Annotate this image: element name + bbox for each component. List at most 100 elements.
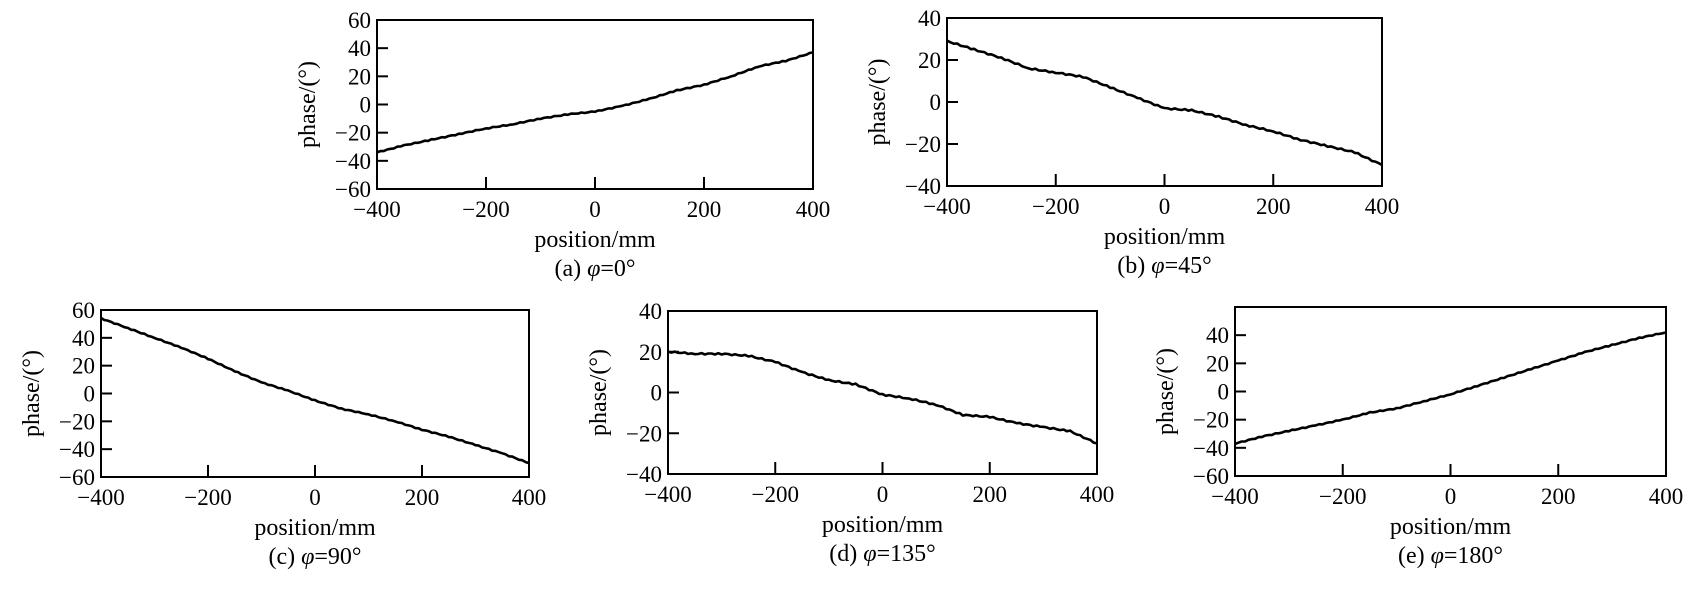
x-tick-label: 400: [512, 485, 547, 510]
subplot-b: −400 −200 0 200 400−40−2002040position/mmpha…: [865, 6, 1399, 279]
y-tick-label: −40: [626, 462, 662, 487]
x-axis-label: position/mm: [822, 512, 944, 538]
caption-label: (d): [829, 541, 863, 567]
y-tick-label: 20: [918, 48, 941, 73]
y-tick-label: −40: [335, 149, 371, 174]
y-tick-label: 0: [1218, 380, 1230, 405]
x-tick-label: −200: [184, 485, 231, 510]
phase-series-line: [946, 39, 1383, 167]
caption-phi-symbol: φ: [587, 256, 600, 282]
y-tick-label: 0: [930, 90, 942, 115]
x-axis-label: position/mm: [1104, 224, 1226, 250]
y-tick-label: 40: [1206, 323, 1229, 348]
plot-frame: [376, 19, 814, 190]
x-tick-label: −200: [462, 197, 509, 222]
x-tick-label: −200: [1032, 194, 1079, 219]
plot-frame: [946, 17, 1383, 187]
x-tick-label: 400: [1649, 484, 1684, 509]
x-tick-label: 0: [589, 197, 601, 222]
y-tick-label: −20: [626, 421, 662, 446]
y-tick-label: −20: [1193, 408, 1229, 433]
x-axis-label: position/mm: [1390, 514, 1512, 540]
y-tick-label: 20: [639, 340, 662, 365]
y-tick-label: 40: [348, 36, 371, 61]
caption-angle: =90°: [314, 544, 361, 570]
x-tick-label: −400: [1211, 484, 1258, 509]
y-tick-label: −40: [1193, 436, 1229, 461]
y-tick-label: 40: [72, 326, 95, 351]
x-tick-label: −400: [923, 194, 970, 219]
y-tick-label: −20: [905, 132, 941, 157]
subplot-d: −400 −200 0 200 400−40−2002040position/mmpha…: [586, 299, 1114, 567]
subplot-caption: (d) φ=135°: [829, 541, 935, 567]
plot-frame: [100, 309, 530, 478]
y-axis-label: phase/(°): [1153, 348, 1179, 435]
y-tick-label: 0: [651, 381, 663, 406]
y-tick-label: −60: [335, 177, 371, 202]
y-tick-label: 0: [84, 382, 96, 407]
subplot-a: −400 −200 0 200 400−60−40−200204060position/…: [295, 8, 830, 282]
y-tick-label: 20: [72, 354, 95, 379]
subplot-caption: (a) φ=0°: [554, 256, 635, 282]
caption-angle: =180°: [1444, 543, 1503, 569]
x-tick-label: 200: [687, 197, 722, 222]
y-tick-label: 60: [72, 298, 95, 323]
y-axis-label: phase/(°): [865, 59, 891, 146]
x-axis-label: position/mm: [254, 515, 376, 541]
y-axis-label: phase/(°): [295, 61, 321, 148]
caption-label: (c): [268, 544, 301, 570]
x-tick-label: 200: [973, 482, 1008, 507]
caption-phi-symbol: φ: [1151, 253, 1164, 279]
y-tick-label: 40: [918, 6, 941, 31]
caption-label: (a): [554, 256, 587, 282]
plot-frame: [1234, 306, 1667, 477]
y-axis-label: phase/(°): [19, 350, 45, 437]
y-tick-label: −40: [905, 174, 941, 199]
subplot-caption: (b) φ=45°: [1117, 253, 1211, 279]
y-tick-label: −20: [335, 121, 371, 146]
subplot-caption: (c) φ=90°: [268, 544, 361, 570]
phase-series-line: [667, 350, 1098, 445]
plot-frame: [667, 310, 1098, 475]
x-tick-label: −400: [353, 197, 400, 222]
x-tick-label: 400: [796, 197, 831, 222]
x-tick-label: 400: [1080, 482, 1115, 507]
x-tick-label: 0: [877, 482, 889, 507]
x-tick-label: −200: [752, 482, 799, 507]
x-tick-label: 200: [405, 485, 440, 510]
y-tick-label: 20: [1206, 351, 1229, 376]
x-tick-label: 200: [1541, 484, 1576, 509]
subplot-e: −400 −200 0 200 400−60−40−2002040position/mm…: [1153, 306, 1684, 569]
y-tick-label: 60: [348, 8, 371, 33]
x-tick-label: 0: [1445, 484, 1457, 509]
y-tick-label: −20: [59, 409, 95, 434]
x-tick-label: −200: [1319, 484, 1366, 509]
x-tick-label: 0: [309, 485, 321, 510]
subplot-c: −400 −200 0 200 400−60−40−200204060position/…: [19, 298, 546, 570]
y-tick-label: 40: [639, 299, 662, 324]
phase-series-line: [376, 51, 814, 154]
phase-series-line: [1234, 331, 1667, 446]
caption-label: (b): [1117, 253, 1151, 279]
y-axis-label: phase/(°): [586, 349, 612, 436]
x-tick-label: −400: [77, 485, 124, 510]
caption-angle: =0°: [600, 256, 635, 282]
y-tick-label: −40: [59, 437, 95, 462]
x-tick-label: −400: [644, 482, 691, 507]
caption-phi-symbol: φ: [863, 541, 876, 567]
y-tick-label: −60: [59, 465, 95, 490]
y-tick-label: 20: [348, 64, 371, 89]
x-tick-label: 400: [1365, 194, 1400, 219]
x-tick-label: 0: [1159, 194, 1171, 219]
x-axis-label: position/mm: [534, 227, 656, 253]
phase-series-line: [100, 316, 530, 465]
y-tick-label: −60: [1193, 464, 1229, 489]
caption-label: (e): [1398, 543, 1431, 569]
caption-phi-symbol: φ: [1431, 543, 1444, 569]
subplot-caption: (e) φ=180°: [1398, 543, 1503, 569]
caption-angle: =45°: [1165, 253, 1212, 279]
caption-phi-symbol: φ: [301, 544, 314, 570]
x-tick-label: 200: [1256, 194, 1291, 219]
y-tick-label: 0: [360, 93, 372, 118]
